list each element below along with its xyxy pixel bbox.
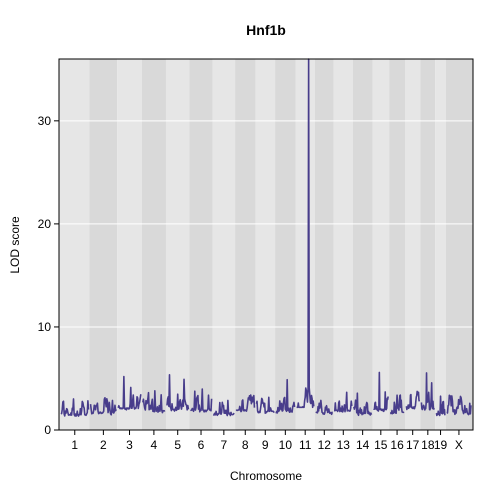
chromosome-band-16 — [389, 59, 405, 430]
lod-curve-chr-19 — [435, 395, 446, 417]
lod-curve-chr-8 — [235, 394, 256, 413]
lod-curve-chr-1 — [60, 398, 90, 417]
x-tick-label-19: 19 — [434, 438, 448, 452]
lod-curve-chr-12 — [315, 399, 333, 416]
chromosome-band-19 — [435, 59, 446, 430]
chromosome-band-7 — [212, 59, 236, 430]
chromosome-band-9 — [255, 59, 276, 430]
lod-curve-chr-15 — [373, 371, 389, 413]
lod-curve-chr-4 — [142, 389, 166, 414]
x-tick-label-18: 18 — [421, 438, 435, 452]
plot-frame — [58, 58, 474, 431]
x-tick-label-9: 9 — [262, 438, 269, 452]
x-tick-label-16: 16 — [390, 438, 404, 452]
chart-title: Hnf1b — [246, 22, 286, 38]
x-axis-label: Chromosome — [230, 469, 302, 483]
chromosome-band-18 — [420, 59, 436, 430]
lod-curve-chr-2 — [89, 396, 117, 416]
chromosome-band-4 — [141, 59, 166, 430]
lod-curve-chr-9 — [255, 396, 275, 414]
x-tick-label-7: 7 — [221, 438, 228, 452]
lod-curve-chr-14 — [353, 392, 373, 417]
y-axis-label: LOD score — [8, 216, 22, 274]
chromosome-band-1 — [59, 59, 90, 430]
chromosome-band-8 — [235, 59, 256, 430]
x-tick-label-14: 14 — [356, 438, 370, 452]
chromosome-band-14 — [352, 59, 373, 430]
chromosome-band-X — [445, 59, 473, 430]
y-tick-label-20: 20 — [38, 217, 52, 231]
lod-series — [60, 58, 472, 417]
x-axis: 1 2 3 4 5 6 7 8 9 10 11 12 13 14 15 16 17 18 19 X — [71, 430, 463, 452]
lod-curve-chr-10 — [275, 378, 296, 414]
chromosome-band-3 — [117, 59, 142, 430]
x-tick-label-X: X — [455, 438, 463, 452]
chromosome-band-10 — [275, 59, 296, 430]
y-axis: 0 10 20 30 — [38, 114, 59, 437]
chromosome-bands — [59, 59, 473, 430]
y-tick-label-30: 30 — [38, 114, 52, 128]
lod-curve-chr-18 — [420, 372, 435, 411]
lod-curve-chr-13 — [333, 391, 353, 413]
lod-curve-chr-6 — [190, 388, 213, 413]
chromosome-band-15 — [372, 59, 390, 430]
lod-curve-chr-3 — [117, 375, 142, 411]
lod-curve-chr-16 — [389, 394, 405, 415]
lod-curve-chr-11 — [296, 58, 315, 409]
chromosome-band-13 — [333, 59, 353, 430]
chromosome-band-17 — [404, 59, 421, 430]
x-tick-label-5: 5 — [174, 438, 181, 452]
lod-curve-chr-X — [446, 394, 472, 416]
lod-curve-chr-7 — [212, 399, 235, 417]
lod-curve-chr-17 — [405, 390, 421, 411]
chromosome-band-12 — [314, 59, 334, 430]
grid-lines — [59, 120, 473, 328]
x-tick-label-8: 8 — [242, 438, 249, 452]
chromosome-band-2 — [89, 59, 118, 430]
x-tick-label-4: 4 — [151, 438, 158, 452]
y-tick-label-0: 0 — [44, 423, 51, 437]
lod-curve-chr-5 — [166, 373, 190, 412]
x-tick-label-13: 13 — [337, 438, 351, 452]
chromosome-band-5 — [165, 59, 190, 430]
x-tick-label-17: 17 — [406, 438, 420, 452]
x-tick-label-10: 10 — [279, 438, 293, 452]
x-tick-label-3: 3 — [126, 438, 133, 452]
x-tick-label-2: 2 — [100, 438, 107, 452]
y-tick-label-10: 10 — [38, 320, 52, 334]
chromosome-band-6 — [189, 59, 213, 430]
x-tick-label-11: 11 — [299, 438, 312, 452]
chromosome-band-11 — [295, 59, 315, 430]
x-tick-label-15: 15 — [374, 438, 388, 452]
x-tick-label-1: 1 — [71, 438, 78, 452]
x-tick-label-12: 12 — [318, 438, 332, 452]
x-tick-label-6: 6 — [198, 438, 205, 452]
